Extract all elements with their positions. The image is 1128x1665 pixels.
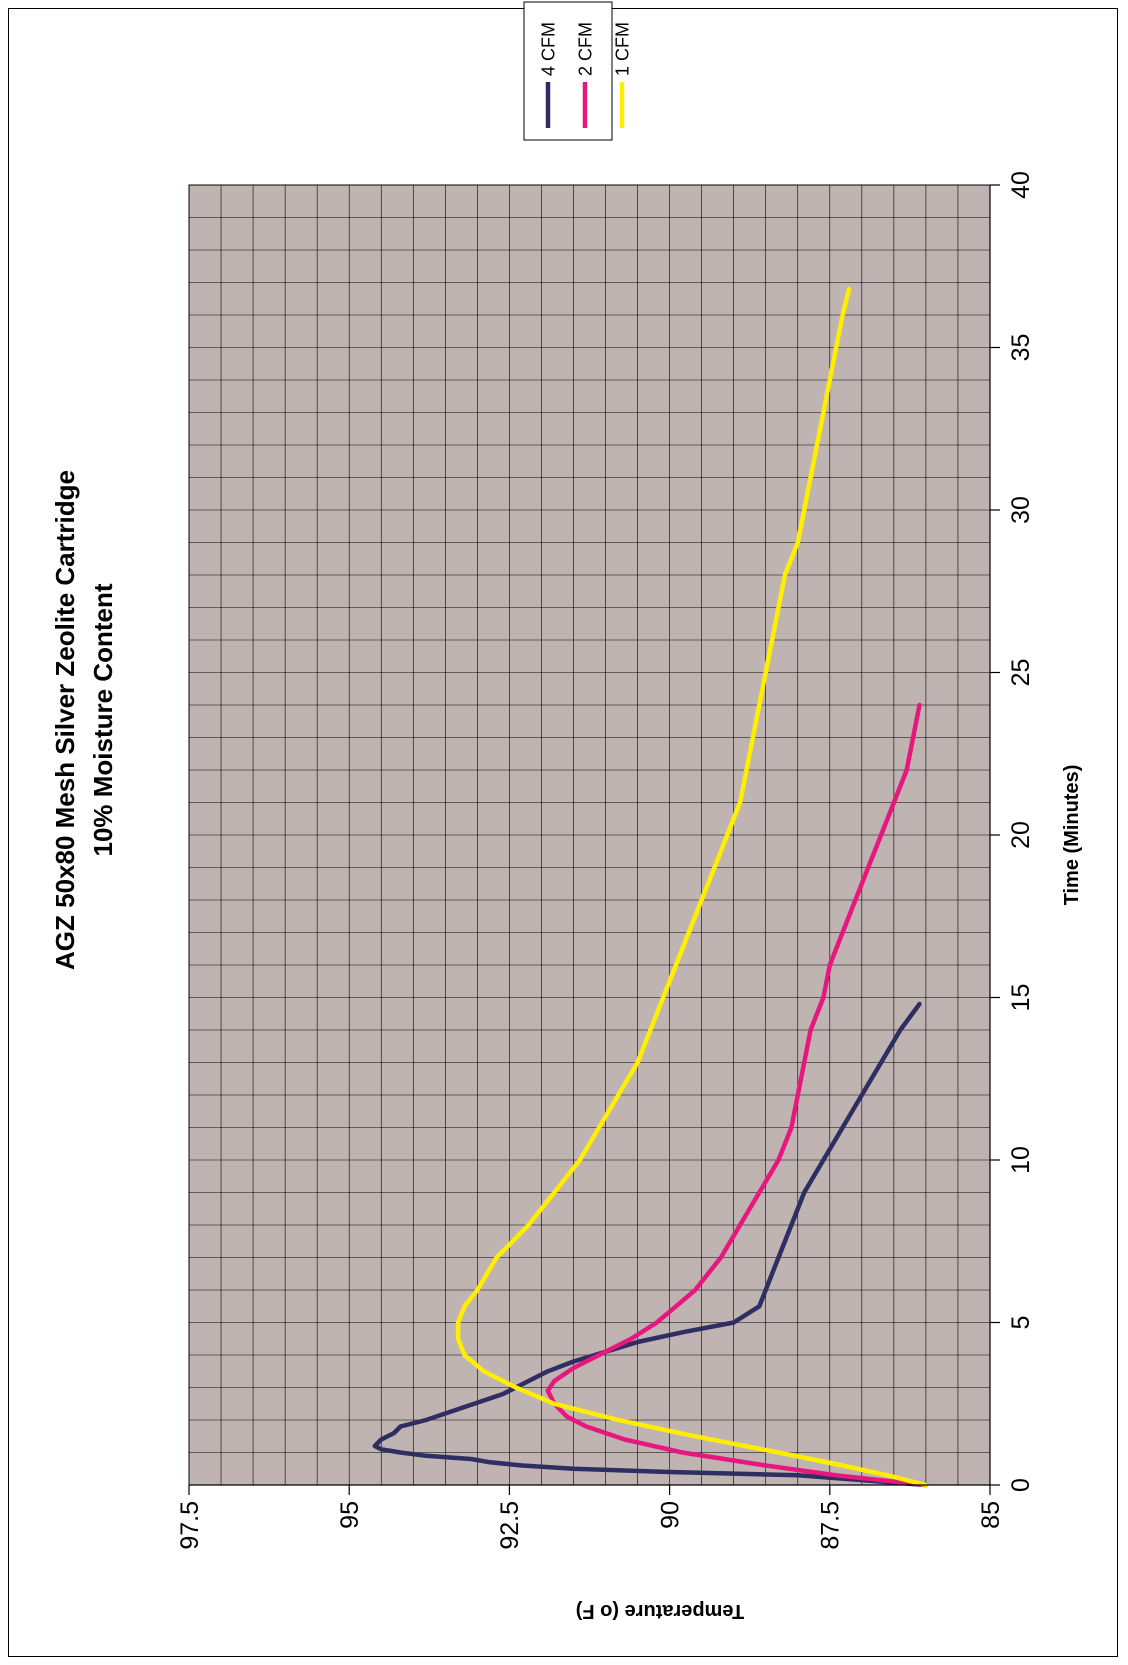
y-tick-label: 87.5 xyxy=(817,1501,845,1550)
legend-box xyxy=(523,1,613,141)
x-tick-label: 40 xyxy=(1007,171,1035,199)
axes: 0 5 10 15 20 25 30 35 40 85 87.5 90 92.5 95 97.5 xyxy=(176,171,1035,1550)
x-tick-label: 10 xyxy=(1007,1146,1035,1174)
chart-subtitle: 10% Moisture Content xyxy=(88,583,118,856)
x-tick-label: 0 xyxy=(1007,1478,1035,1492)
x-axis-label: Time (Minutes) xyxy=(1061,765,1083,906)
x-tick-label: 30 xyxy=(1007,496,1035,524)
x-tick-label: 20 xyxy=(1007,821,1035,849)
y-tick-label: 92.5 xyxy=(496,1501,524,1550)
legend-label-4-cfm: 4 CFM xyxy=(538,22,558,76)
series-line-4-cfm xyxy=(372,1001,929,1488)
grid xyxy=(188,184,991,1486)
legend-label-2-cfm: 2 CFM xyxy=(575,22,595,76)
chart-title: AGZ 50x80 Mesh Silver Zeolite Cartridge xyxy=(50,470,80,970)
y-tick-label: 90 xyxy=(656,1501,684,1529)
series-layer xyxy=(372,286,929,1488)
y-axis-label: Temperature (o F) xyxy=(576,1600,745,1622)
x-tick-label: 35 xyxy=(1007,334,1035,362)
x-tick-label: 5 xyxy=(1007,1316,1035,1330)
y-tick-label: 95 xyxy=(336,1501,364,1529)
series-line-1-cfm xyxy=(455,286,929,1488)
legend-label-1-cfm: 1 CFM xyxy=(612,22,632,76)
y-tick-label: 97.5 xyxy=(176,1501,204,1550)
legend: 4 CFM 2 CFM 1 CFM xyxy=(523,1,632,141)
series-line-2-cfm xyxy=(545,702,929,1488)
x-tick-label: 15 xyxy=(1007,984,1035,1012)
x-tick-label: 25 xyxy=(1007,659,1035,687)
y-tick-label: 85 xyxy=(977,1501,1005,1529)
